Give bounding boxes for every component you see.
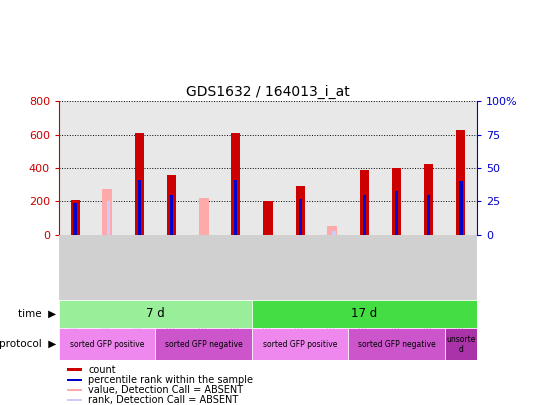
Text: protocol  ▶: protocol ▶	[0, 339, 56, 349]
Bar	[381, 101, 413, 235]
Bar	[427, 195, 430, 235]
Bar	[68, 389, 83, 391]
Text: unsorte
d: unsorte d	[446, 335, 475, 354]
Bar	[263, 208, 273, 235]
Bar	[252, 300, 477, 328]
Text: rank, Detection Call = ABSENT: rank, Detection Call = ABSENT	[88, 395, 239, 405]
Bar	[59, 328, 155, 360]
Bar	[155, 101, 188, 235]
Text: sorted GFP positive: sorted GFP positive	[263, 340, 337, 349]
Title: GDS1632 / 164013_i_at: GDS1632 / 164013_i_at	[186, 85, 350, 99]
Bar	[188, 101, 220, 235]
Bar	[167, 175, 176, 235]
Bar	[68, 379, 83, 381]
Bar	[445, 101, 477, 235]
Bar	[457, 130, 465, 235]
Bar	[425, 164, 433, 235]
Text: sorted GFP negative: sorted GFP negative	[165, 340, 243, 349]
Bar	[348, 101, 381, 235]
Bar	[316, 101, 348, 235]
Bar	[198, 198, 209, 235]
Bar	[327, 226, 338, 235]
Bar	[252, 328, 348, 360]
Text: 7 d: 7 d	[146, 307, 165, 320]
Bar	[234, 180, 237, 235]
Bar	[459, 181, 463, 235]
Bar	[155, 328, 252, 360]
Bar	[220, 101, 252, 235]
Text: sorted GFP positive: sorted GFP positive	[70, 340, 144, 349]
Bar	[332, 231, 336, 235]
Bar	[138, 180, 141, 235]
Bar	[68, 399, 83, 401]
Bar	[252, 101, 284, 235]
Bar	[73, 203, 77, 235]
Bar	[107, 202, 110, 235]
Bar	[264, 202, 272, 235]
Bar	[360, 170, 369, 235]
Text: sorted GFP negative: sorted GFP negative	[358, 340, 436, 349]
Bar	[363, 195, 366, 235]
Bar	[299, 199, 302, 235]
Bar	[445, 328, 477, 360]
Bar	[59, 101, 91, 235]
Bar	[232, 133, 240, 235]
Text: value, Detection Call = ABSENT: value, Detection Call = ABSENT	[88, 385, 243, 395]
Bar	[123, 101, 155, 235]
Text: percentile rank within the sample: percentile rank within the sample	[88, 375, 253, 385]
Bar	[170, 195, 173, 235]
Bar	[91, 101, 123, 235]
Bar	[284, 101, 316, 235]
Text: count: count	[88, 364, 116, 375]
Text: 17 d: 17 d	[352, 307, 377, 320]
Bar	[296, 186, 304, 235]
Bar	[135, 133, 144, 235]
Bar	[392, 168, 401, 235]
Bar	[59, 300, 252, 328]
Bar	[413, 101, 445, 235]
Bar	[68, 369, 83, 371]
Bar	[71, 200, 79, 235]
Text: time  ▶: time ▶	[18, 309, 56, 319]
Bar	[348, 328, 445, 360]
Bar	[268, 204, 271, 235]
Bar	[395, 191, 398, 235]
Bar	[102, 189, 113, 235]
